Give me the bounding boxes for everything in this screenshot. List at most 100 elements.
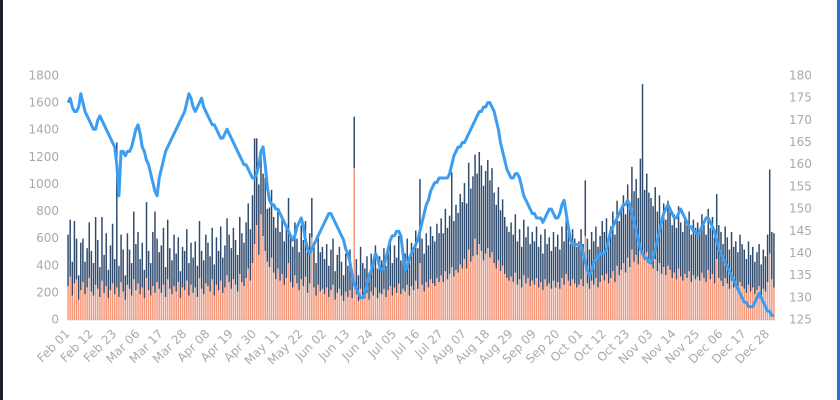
bar	[289, 282, 292, 320]
bar	[374, 245, 377, 288]
bar	[612, 271, 614, 320]
bar	[597, 246, 599, 288]
bar	[90, 250, 93, 292]
bar	[709, 279, 712, 320]
bar	[743, 288, 746, 320]
bar	[480, 250, 483, 320]
bar	[484, 170, 487, 254]
bar	[243, 242, 245, 287]
bar	[461, 268, 464, 320]
bar	[487, 160, 489, 249]
bar	[444, 271, 447, 320]
bar	[665, 219, 667, 276]
bar	[130, 263, 133, 296]
bar	[228, 282, 230, 320]
bar	[158, 252, 160, 289]
bar	[126, 284, 129, 320]
bar	[376, 268, 379, 299]
bar	[211, 279, 213, 320]
bar	[584, 235, 587, 320]
bar	[385, 296, 387, 320]
bar	[173, 286, 175, 320]
bar	[629, 203, 631, 268]
bar	[393, 245, 396, 288]
bar	[735, 241, 737, 285]
bar	[82, 238, 84, 283]
bar	[188, 295, 190, 320]
bar	[474, 238, 476, 320]
bar	[556, 234, 559, 283]
bar	[715, 193, 718, 259]
bar	[482, 260, 485, 320]
bar	[438, 233, 440, 283]
bar	[340, 261, 343, 296]
bar	[665, 275, 667, 320]
bar	[152, 231, 154, 287]
bar	[724, 226, 726, 278]
bar	[137, 283, 139, 320]
bar	[489, 257, 491, 320]
bar	[559, 288, 561, 320]
bar	[283, 241, 286, 285]
bar	[245, 277, 247, 320]
bar	[137, 231, 139, 284]
bar	[381, 294, 383, 320]
bar	[67, 286, 69, 320]
bar	[561, 226, 563, 278]
bar	[654, 259, 656, 320]
bar	[523, 219, 525, 276]
bar	[470, 188, 472, 262]
bar	[255, 138, 258, 226]
bar	[476, 254, 478, 320]
bar	[427, 287, 430, 320]
bar	[105, 286, 107, 320]
bar	[262, 173, 264, 236]
bar	[590, 231, 593, 281]
bar	[762, 249, 765, 289]
bar	[667, 265, 669, 320]
bar	[482, 185, 485, 261]
bar	[198, 221, 201, 278]
bar	[694, 279, 697, 320]
bar	[510, 222, 512, 277]
bar	[391, 295, 394, 320]
bar	[643, 260, 646, 320]
bar	[743, 249, 746, 289]
bar	[758, 286, 760, 320]
bar	[236, 291, 239, 320]
bar	[294, 222, 296, 276]
bar	[760, 295, 762, 320]
bar	[342, 301, 345, 320]
bar	[563, 284, 565, 320]
bar	[245, 222, 247, 278]
bar	[586, 283, 589, 320]
bar	[376, 298, 379, 320]
bar	[92, 263, 95, 296]
line	[66, 92, 774, 318]
bar	[241, 233, 243, 283]
bar	[186, 229, 188, 281]
bar	[226, 218, 228, 276]
bar	[323, 294, 326, 320]
bar	[626, 257, 629, 320]
bar	[338, 246, 341, 289]
bar	[357, 275, 360, 302]
bar	[149, 263, 152, 296]
bar	[200, 250, 203, 289]
bar	[578, 241, 580, 285]
bar	[334, 271, 336, 300]
bar	[103, 292, 105, 320]
bar	[667, 200, 669, 266]
bar	[311, 237, 313, 320]
bar	[321, 288, 324, 320]
bar	[304, 221, 307, 277]
bar	[181, 246, 184, 288]
bar	[429, 226, 432, 280]
bar	[364, 268, 366, 299]
bar	[281, 273, 283, 320]
bar	[444, 208, 447, 272]
y-tick-label: 800	[36, 204, 59, 218]
bar	[735, 284, 737, 320]
y-tick-label: 1000	[28, 177, 59, 191]
bar	[268, 267, 271, 320]
